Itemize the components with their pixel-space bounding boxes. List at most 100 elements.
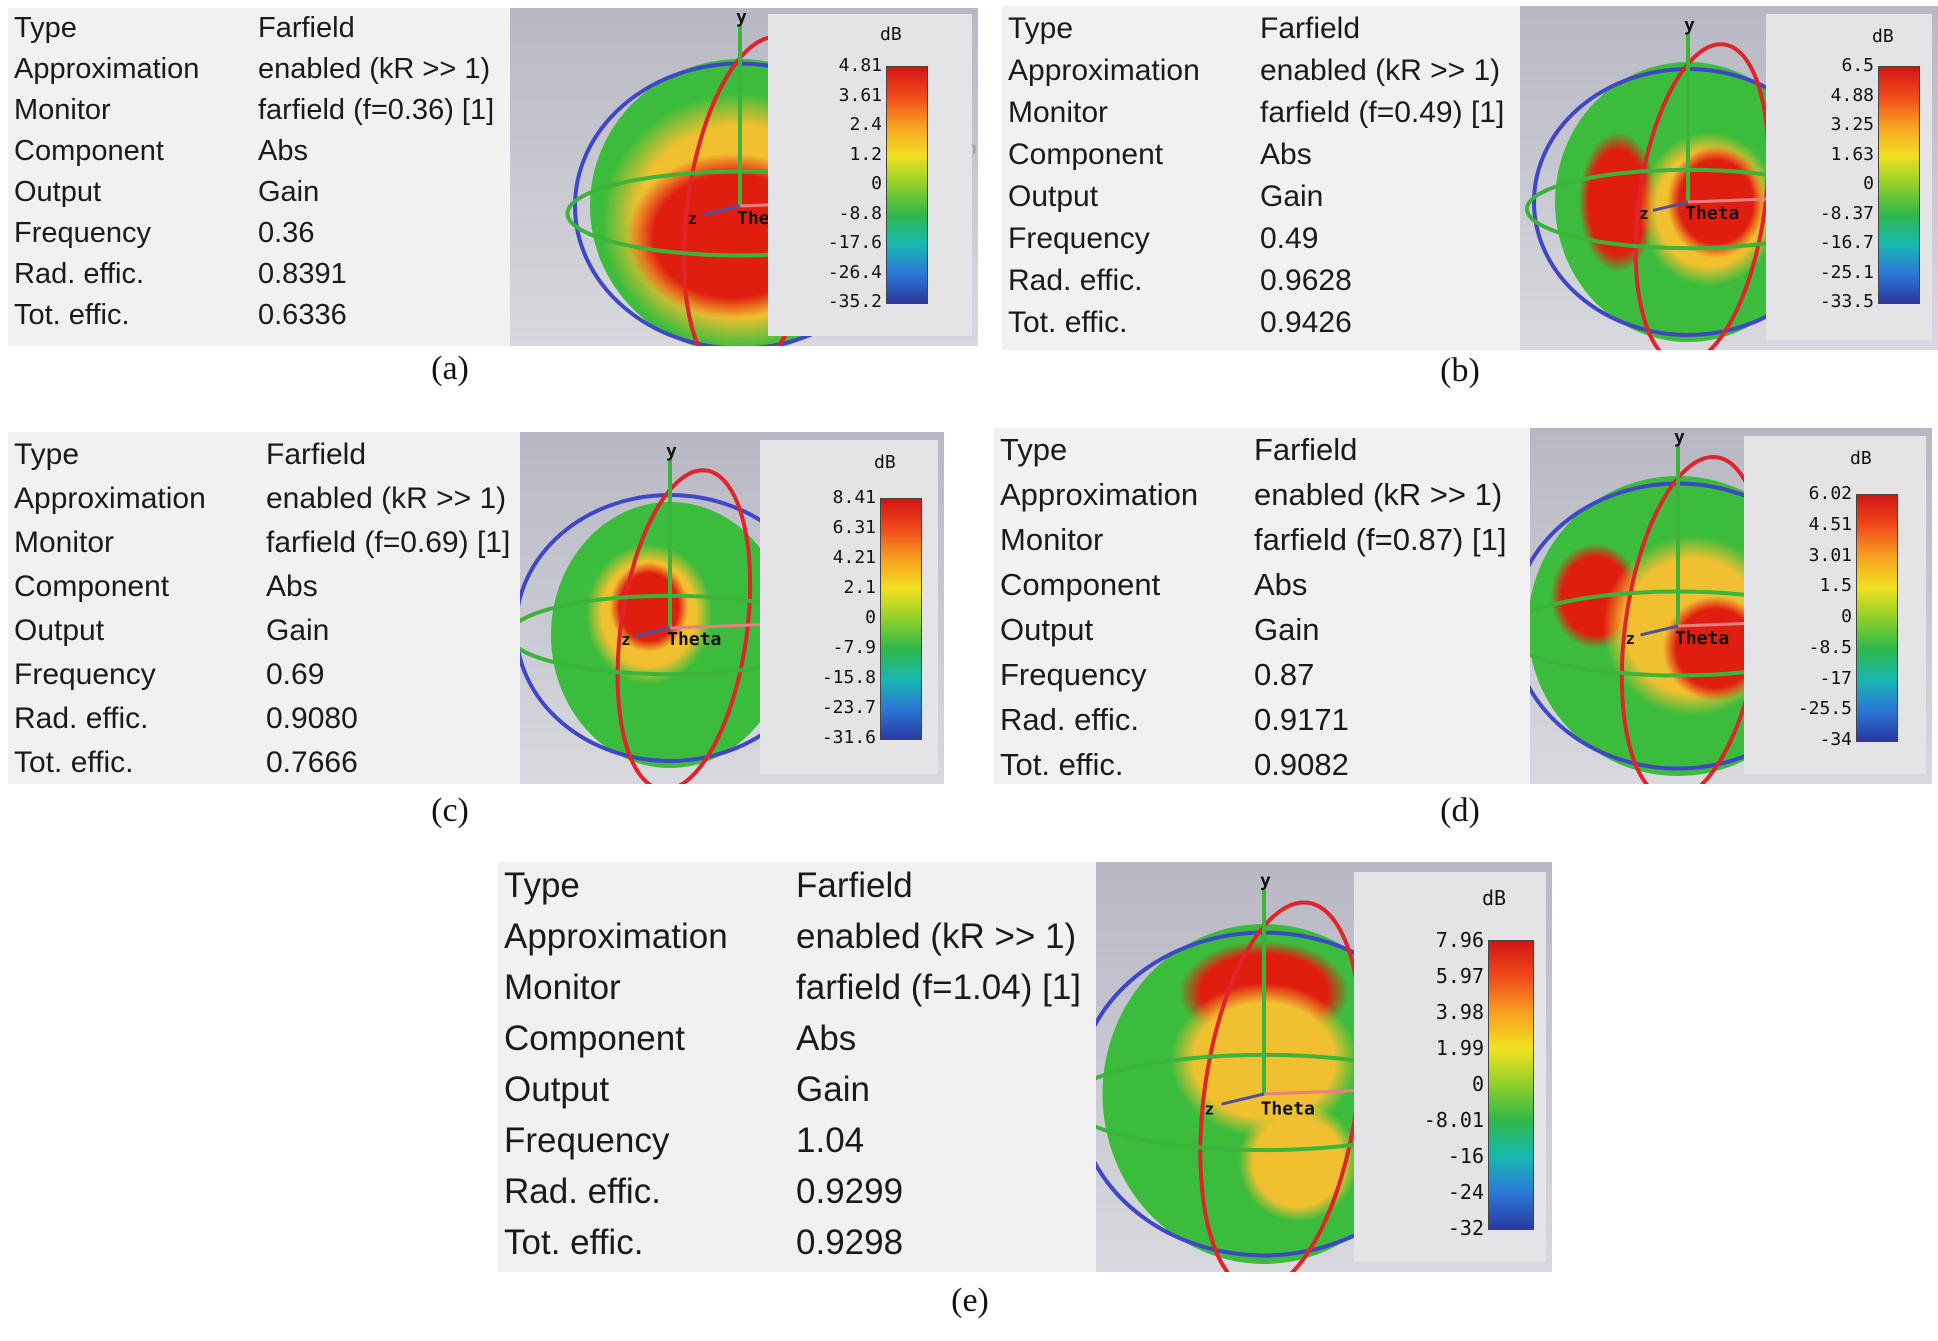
scale-unit: dB xyxy=(874,452,896,473)
property-value: 0.69 xyxy=(266,658,325,691)
property-label: Approximation xyxy=(1008,54,1200,87)
property-row: Component Abs xyxy=(1008,138,1520,180)
property-label: Monitor xyxy=(14,94,111,126)
property-value: enabled (kR >> 1) xyxy=(1260,54,1501,87)
color-bar xyxy=(1856,494,1898,742)
scale-tick-label: 4.51 xyxy=(1808,513,1852,535)
property-label: Frequency xyxy=(14,217,152,249)
property-value: Gain xyxy=(1260,180,1324,213)
property-label: Tot. effic. xyxy=(504,1223,644,1262)
z-axis xyxy=(634,626,671,638)
property-label: Monitor xyxy=(1008,96,1109,129)
property-value: farfield (f=0.36) [1] xyxy=(258,94,495,126)
scale-tick-label: 6.02 xyxy=(1808,483,1852,505)
property-label: Tot. effic. xyxy=(14,746,134,779)
property-row: Component Abs xyxy=(504,1019,1096,1070)
property-value: Farfield xyxy=(1254,432,1358,467)
properties-table: Type Farfield Approximation enabled (kR >> … xyxy=(8,432,520,784)
z-axis xyxy=(1221,1092,1265,1106)
property-row: Frequency 0.49 xyxy=(1008,222,1520,264)
scale-tick-label: 2.1 xyxy=(843,577,876,599)
property-row: Frequency 0.87 xyxy=(1000,657,1530,702)
property-row: Frequency 0.69 xyxy=(14,658,520,702)
scale-tick-label: 1.2 xyxy=(849,143,882,165)
property-value: Farfield xyxy=(1260,12,1361,45)
scale-tick-label: -17 xyxy=(1819,667,1852,689)
property-row: Type Farfield xyxy=(504,866,1096,917)
property-value: farfield (f=0.87) [1] xyxy=(1254,522,1507,557)
scale-unit: dB xyxy=(1872,26,1894,47)
color-scale-legend: dB 4.81 3.61 2.4 1.2 0 -8.8 -17.6 -26.4 -35.2 xyxy=(768,14,972,336)
theta-label: Theta xyxy=(1261,1098,1315,1119)
theta-ring xyxy=(1633,42,1771,350)
property-label: Type xyxy=(14,438,80,471)
property-row: Component Abs xyxy=(14,570,520,614)
scale-tick-label: 0 xyxy=(1471,1072,1484,1096)
farfield-3d-plot: yxzThetaPhi dB6.54.883.251.630-8.37-16.7… xyxy=(1520,6,1938,350)
property-value: Gain xyxy=(258,176,320,208)
property-label: Monitor xyxy=(504,968,621,1007)
property-row: Rad. effic. 0.9628 xyxy=(1008,264,1520,306)
property-value: 0.9082 xyxy=(1254,747,1349,782)
property-value: farfield (f=0.49) [1] xyxy=(1260,96,1505,129)
property-value: Abs xyxy=(1254,567,1308,602)
property-value: 0.49 xyxy=(1260,222,1319,255)
property-value: farfield (f=1.04) [1] xyxy=(796,968,1082,1007)
z-axis xyxy=(1652,200,1689,212)
scale-tick-label: -8.37 xyxy=(1819,202,1874,224)
property-value: 0.9298 xyxy=(796,1223,904,1262)
property-label: Approximation xyxy=(1000,477,1199,512)
property-value: 0.9080 xyxy=(266,702,358,735)
property-label: Tot. effic. xyxy=(14,299,130,331)
property-row: Type Farfield xyxy=(1000,432,1530,477)
property-value: Gain xyxy=(796,1070,870,1109)
property-label: Frequency xyxy=(14,658,156,691)
property-label: Frequency xyxy=(1000,657,1147,692)
property-row: Monitor farfield (f=0.36) [1] xyxy=(14,94,510,135)
property-label: Output xyxy=(14,176,102,208)
property-label: Approximation xyxy=(14,482,206,515)
property-label: Tot. effic. xyxy=(1008,306,1128,339)
property-value: Abs xyxy=(258,135,308,167)
z-axis xyxy=(1640,624,1679,637)
property-row: Output Gain xyxy=(1000,612,1530,657)
property-value: enabled (kR >> 1) xyxy=(796,917,1077,956)
scale-tick-label: 4.81 xyxy=(838,55,882,77)
scale-tick-label: 1.5 xyxy=(1819,575,1852,597)
property-label: Monitor xyxy=(1000,522,1104,557)
property-row: Monitor farfield (f=0.87) [1] xyxy=(1000,522,1530,567)
property-row: Monitor farfield (f=1.04) [1] xyxy=(504,968,1096,1019)
property-row: Component Abs xyxy=(1000,567,1530,612)
scale-tick-label: 0 xyxy=(865,607,876,629)
farfield-3d-plot: yxzThetaPhi dB6.024.513.011.50-8.5-17-25… xyxy=(1530,428,1932,784)
scale-tick-label: 1.99 xyxy=(1435,1036,1484,1060)
farfield-panel-d: Type Farfield Approximation enabled (kR >> … xyxy=(994,428,1932,784)
color-scale-legend: dB 8.41 6.31 4.21 2.1 0 -7.9 -15.8 -23.7 -31.6 xyxy=(760,440,938,774)
y-axis-label: y xyxy=(736,8,747,28)
scale-tick-label: 3.25 xyxy=(1830,114,1874,136)
property-row: Output Gain xyxy=(1008,180,1520,222)
property-row: Tot. effic. 0.9298 xyxy=(504,1223,1096,1274)
property-row: Monitor farfield (f=0.49) [1] xyxy=(1008,96,1520,138)
scale-tick-label: 4.21 xyxy=(832,547,876,569)
scale-tick-label: -24 xyxy=(1447,1180,1484,1204)
theta-label: Theta xyxy=(667,629,721,650)
scale-unit: dB xyxy=(880,24,902,45)
property-row: Frequency 1.04 xyxy=(504,1121,1096,1172)
property-label: Output xyxy=(1000,612,1094,647)
property-value: 0.9171 xyxy=(1254,702,1349,737)
property-label: Type xyxy=(14,12,77,44)
farfield-pattern: yxzThetaPhi xyxy=(1096,862,1552,1272)
property-label: Rad. effic. xyxy=(14,702,149,735)
scale-tick-label: -8.5 xyxy=(1808,636,1852,658)
properties-table: Type Farfield Approximation enabled (kR >> … xyxy=(994,428,1530,784)
color-bar xyxy=(880,498,922,740)
scale-tick-label: 7.96 xyxy=(1435,928,1484,952)
scale-tick-label: 3.01 xyxy=(1808,544,1852,566)
property-row: Monitor farfield (f=0.69) [1] xyxy=(14,526,520,570)
z-axis xyxy=(702,204,741,217)
scale-tick-label: 6.31 xyxy=(832,517,876,539)
property-row: Type Farfield xyxy=(14,438,520,482)
property-value: enabled (kR >> 1) xyxy=(258,53,491,85)
property-label: Rad. effic. xyxy=(504,1172,661,1211)
